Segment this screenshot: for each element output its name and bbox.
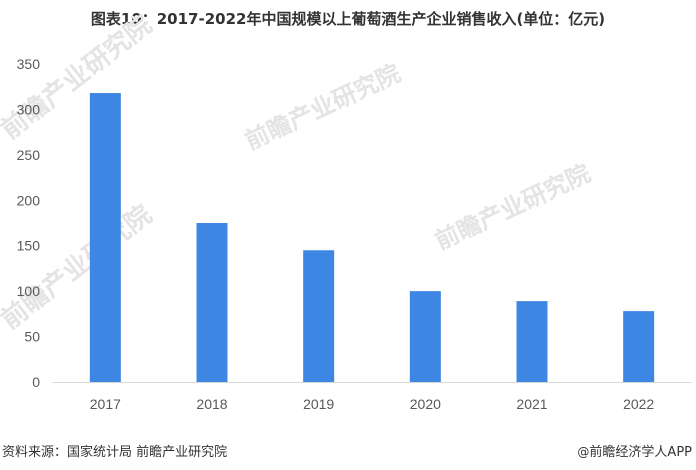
x-tick-label: 2020 [410,396,441,412]
y-tick-label: 300 [17,101,41,117]
bar-2020 [409,291,441,382]
y-tick-label: 250 [17,147,41,163]
x-tick-label: 2018 [196,396,227,412]
bar-2019 [303,250,335,382]
watermark-text: 前瞻产业研究院 [241,59,405,155]
y-tick-label: 100 [17,283,41,299]
y-tick-label: 150 [17,238,41,254]
y-tick-label: 350 [17,56,41,72]
x-axis: 2017 2018 2019 2020 2021 2022 [90,396,655,412]
brand-credit: @前瞻经济学人APP [577,441,692,460]
y-tick-label: 200 [17,192,41,208]
y-tick-label: 50 [24,329,40,345]
bar-2021 [516,301,548,382]
bar-2018 [196,223,228,382]
watermark-text: 前瞻产业研究院 [431,159,595,255]
watermark-text: 前瞻产业研究院 [0,9,158,145]
brand-label: 前瞻经济学人APP [589,445,692,460]
source-note: 资料来源：国家统计局 前瞻产业研究院 [2,445,228,460]
x-tick-label: 2022 [623,396,654,412]
watermark-text: 前瞻产业研究院 [0,199,158,335]
bar-series [89,93,655,383]
x-tick-label: 2021 [516,396,547,412]
at-icon: @ [577,445,590,459]
bar-2022 [623,311,655,382]
x-tick-label: 2019 [303,396,334,412]
y-tick-label: 0 [32,374,40,390]
bar-2017 [89,93,121,383]
y-axis: 0 50 100 150 200 250 300 350 [17,56,41,390]
x-tick-label: 2017 [90,396,121,412]
chart-title: 图表10：2017-2022年中国规模以上葡萄酒生产企业销售收入(单位：亿元) [90,10,606,28]
